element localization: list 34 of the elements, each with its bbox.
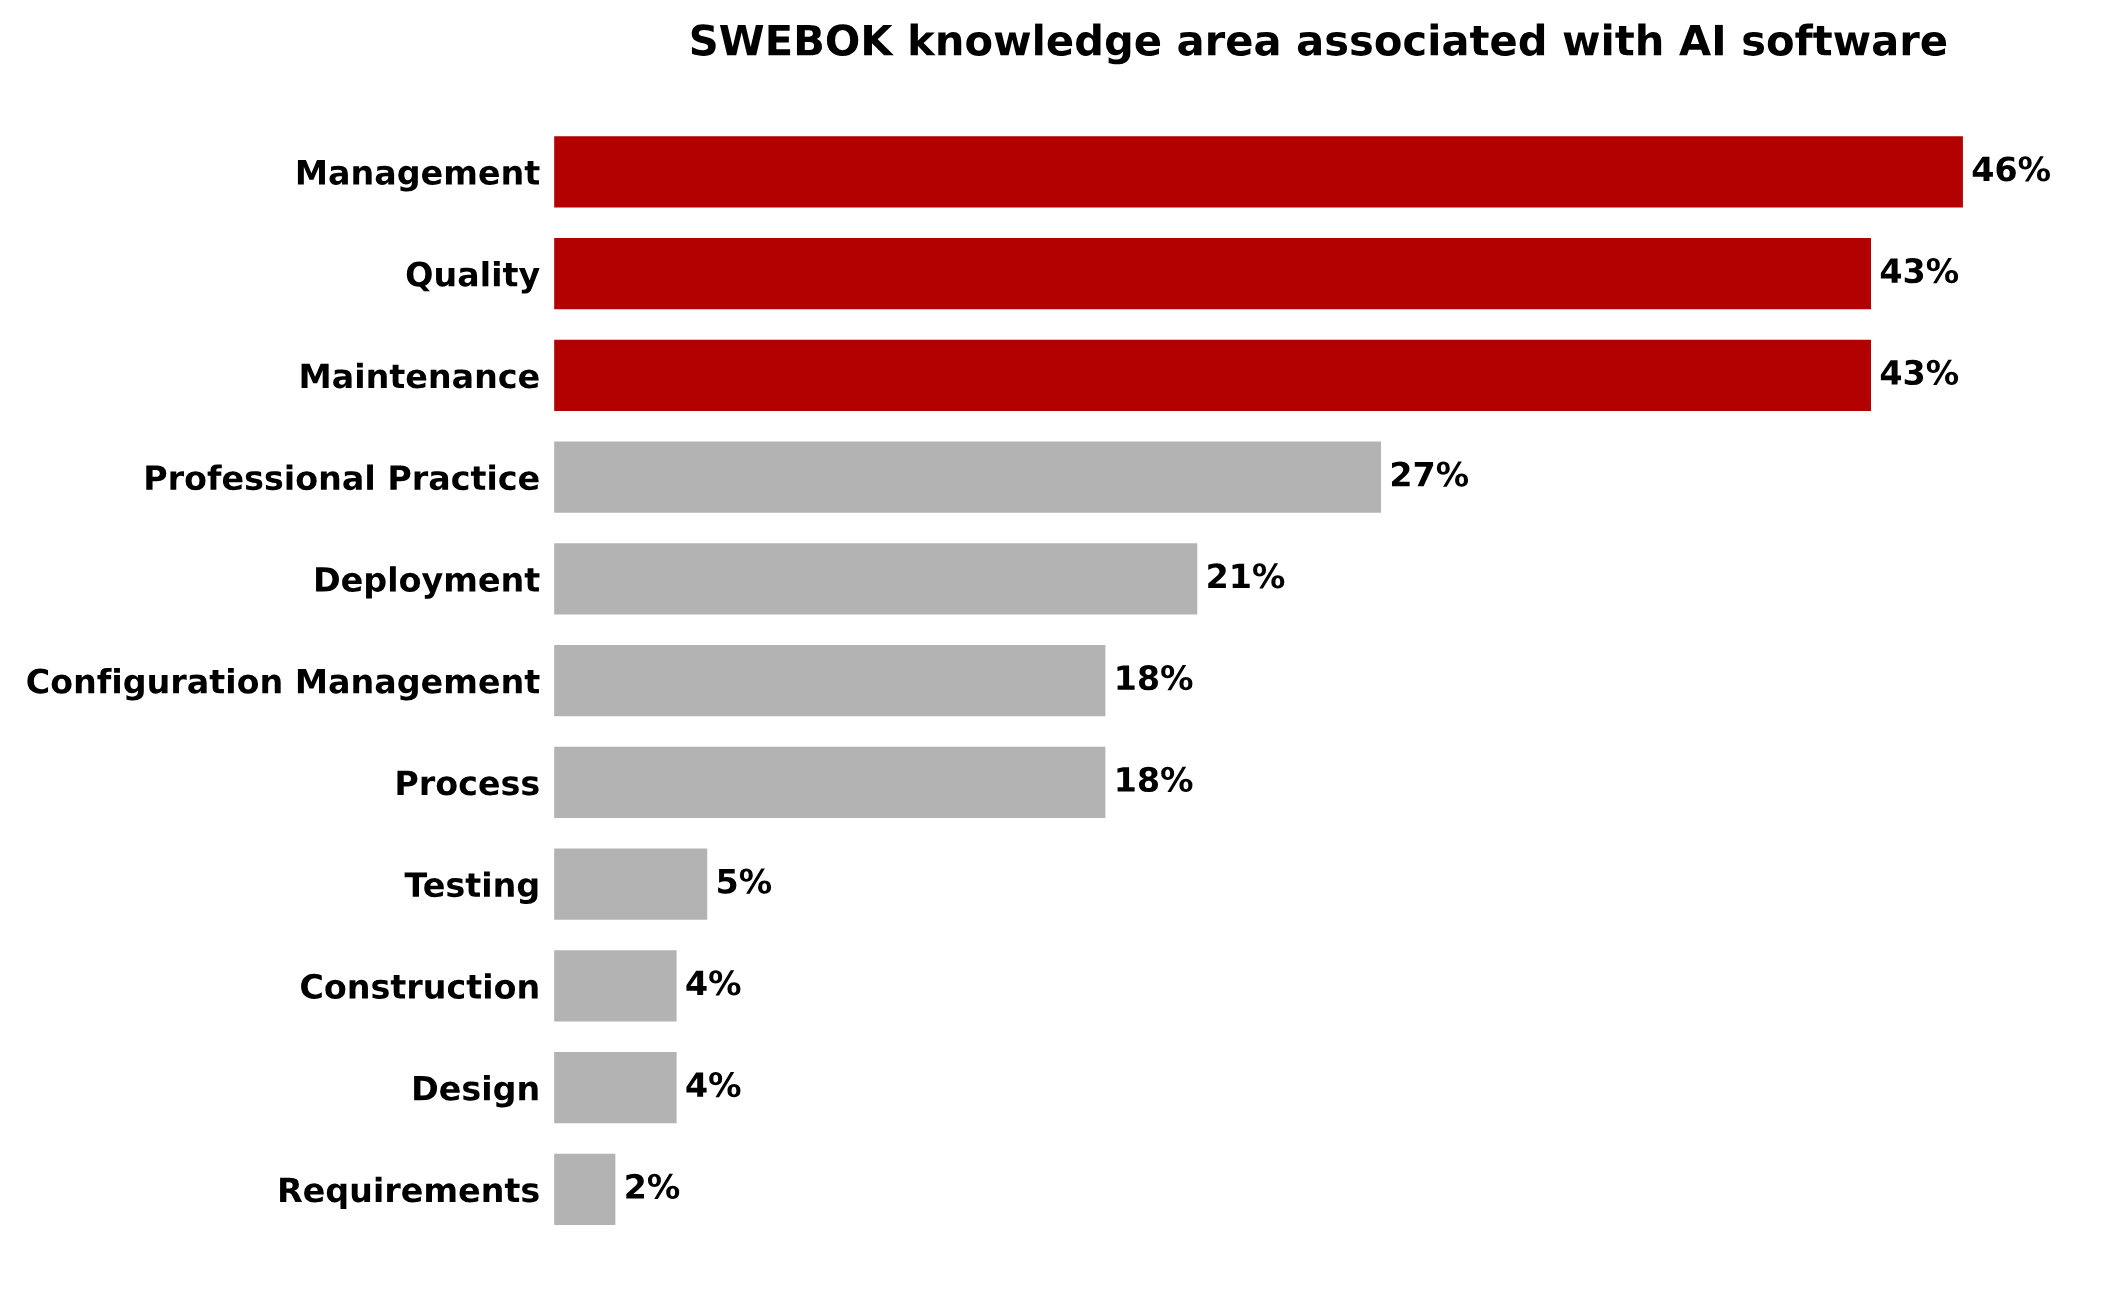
- data-label: 27%: [1391, 461, 1469, 487]
- bar: [554, 848, 708, 920]
- data-label: 2%: [626, 1173, 680, 1200]
- bar: [554, 543, 1198, 615]
- bar: [554, 1052, 677, 1124]
- data-label: 21%: [1208, 563, 1285, 589]
- y-tick-label: Requirements: [280, 1176, 539, 1209]
- bar: [554, 136, 1963, 208]
- bar: [554, 441, 1382, 513]
- y-tick-label: Process: [397, 770, 539, 796]
- y-tick-label: Deployment: [316, 566, 540, 599]
- y-tick-label: Configuration Management: [27, 667, 540, 701]
- bar: [554, 1153, 616, 1225]
- y-tick-label: Design: [414, 1074, 538, 1108]
- data-label: 5%: [718, 868, 772, 894]
- data-label: 46%: [1972, 156, 2050, 182]
- bar: [554, 645, 1106, 717]
- data-label: 43%: [1880, 359, 1959, 386]
- bar: [554, 950, 677, 1022]
- bar: [554, 339, 1872, 411]
- bar: [554, 238, 1872, 310]
- y-tick-label: Maintenance: [301, 362, 539, 389]
- y-tick-label: Management: [297, 160, 540, 192]
- y-tick-label: Testing: [404, 871, 538, 904]
- chart-title: SWEBOK knowledge area associated with AI software: [691, 23, 1947, 65]
- y-tick-label: Construction: [301, 973, 538, 999]
- bar: [554, 746, 1106, 818]
- data-label: 4%: [686, 1072, 741, 1098]
- data-label: 18%: [1117, 665, 1193, 691]
- y-tick-label: Quality: [406, 260, 540, 294]
- data-label: 43%: [1880, 258, 1959, 284]
- y-tick-label: Professional Practice: [146, 464, 539, 491]
- data-label: 4%: [686, 970, 741, 996]
- data-label: 18%: [1117, 766, 1193, 793]
